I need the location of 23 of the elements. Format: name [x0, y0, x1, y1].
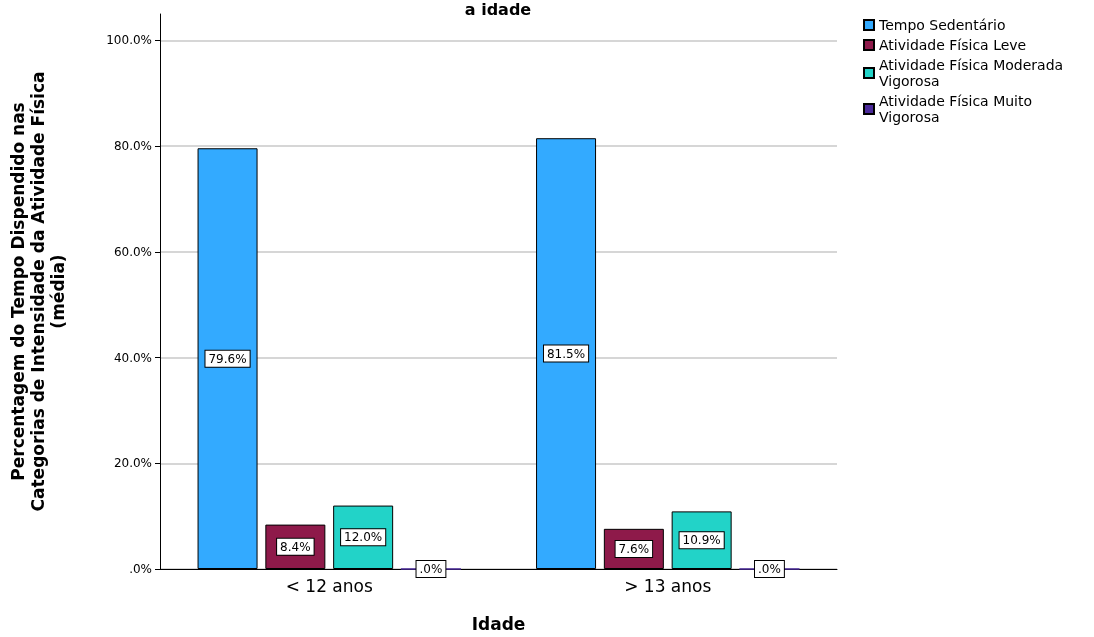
data-label: 79.6%: [208, 351, 247, 366]
y-tick-label: 20.0%: [113, 456, 152, 471]
y-tick-label: 60.0%: [113, 244, 152, 259]
data-label: .0%: [758, 562, 781, 576]
data-label: .0%: [419, 562, 443, 576]
y-tick-label: 80.0%: [113, 139, 152, 154]
y-axis-title: Percentagem do Tempo Dispendido nas Categorias de Intensidade da Atividade Física (média): [8, 71, 68, 512]
data-label: 81.5%: [546, 346, 586, 361]
y-tick-label: .0%: [129, 562, 152, 576]
legend-label: Atividade Física Muito Vigorosa: [879, 93, 1037, 125]
x-tick-label: < 12 anos: [285, 575, 373, 596]
x-tick-label: > 13 anos: [624, 575, 712, 596]
x-axis-title: Idade: [471, 613, 526, 634]
legend-label: Atividade Física Leve: [879, 37, 1027, 53]
chart-title: a idade: [464, 0, 532, 19]
data-label: 7.6%: [618, 541, 650, 556]
data-label: 8.4%: [280, 539, 311, 554]
y-tick-label: 100.0%: [106, 33, 152, 48]
legend-label: Tempo Sedentário: [878, 17, 1006, 33]
data-label: 10.9%: [682, 533, 721, 548]
data-label: 12.0%: [344, 530, 383, 545]
legend-label: Atividade Física Moderada Vigorosa: [879, 57, 1068, 89]
y-tick-label: 40.0%: [113, 350, 152, 365]
